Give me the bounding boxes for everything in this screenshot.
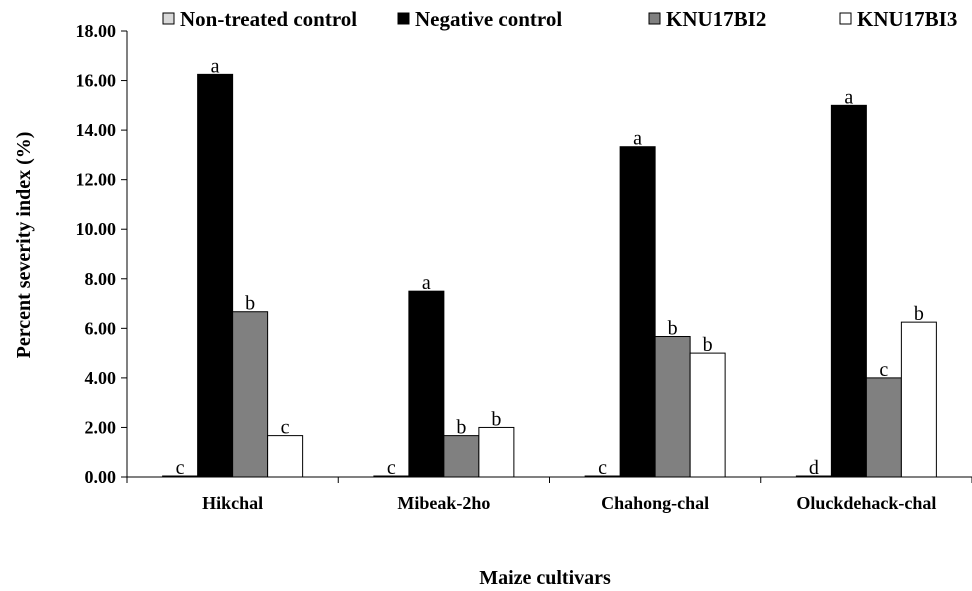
significance-label: c <box>598 457 607 479</box>
significance-label: b <box>668 318 678 340</box>
x-category-label: Mibeak-2ho <box>397 493 490 513</box>
significance-label: b <box>491 408 501 430</box>
legend-item: KNU17BI3 <box>839 7 957 31</box>
legend: Non-treated control Negative control KNU17… <box>162 7 957 31</box>
significance-label: a <box>422 272 431 294</box>
significance-label: c <box>176 457 185 479</box>
legend-item: Negative control <box>397 7 562 31</box>
bar <box>830 104 867 478</box>
significance-label: d <box>809 457 819 479</box>
bar <box>478 426 515 478</box>
legend-item: Non-treated control <box>162 7 357 31</box>
y-axis-title: Percent severity index (%) <box>13 132 35 359</box>
bar <box>232 311 269 478</box>
bar <box>197 73 234 478</box>
bar <box>267 435 304 478</box>
legend-label: KNU17BI3 <box>857 7 957 31</box>
legend-swatch <box>162 12 175 25</box>
significance-label: a <box>633 128 642 150</box>
significance-label: b <box>914 303 924 325</box>
y-tick-label: 14.00 <box>76 120 117 140</box>
significance-label: b <box>245 293 255 315</box>
legend-swatch <box>839 12 852 25</box>
legend-swatch <box>648 12 661 25</box>
y-tick-label: 0.00 <box>85 467 117 487</box>
x-axis: Hikchal Mibeak-2ho Chahong-chal Oluckdehack… <box>126 476 972 513</box>
bar <box>689 352 726 478</box>
x-category-label: Hikchal <box>202 493 263 513</box>
bar <box>408 290 445 478</box>
y-tick-label: 10.00 <box>76 219 117 239</box>
plot-area: c a b c c a b b c a b b d a c b <box>162 55 937 479</box>
y-tick-label: 18.00 <box>76 21 117 41</box>
bar <box>900 321 937 478</box>
y-tick-label: 6.00 <box>85 318 117 338</box>
y-tick-label: 8.00 <box>85 269 117 289</box>
significance-label: b <box>456 417 466 439</box>
legend-label: Negative control <box>415 7 562 31</box>
y-tick-label: 4.00 <box>85 368 117 388</box>
significance-label: c <box>387 457 396 479</box>
y-axis: 0.00 2.00 4.00 6.00 8.00 10.00 12.00 14.00 16.00… <box>76 21 128 487</box>
significance-label: a <box>211 55 220 77</box>
x-category-label: Oluckdehack-chal <box>796 493 936 513</box>
y-tick-label: 16.00 <box>76 71 117 91</box>
significance-label: c <box>281 417 290 439</box>
x-axis-title: Maize cultivars <box>479 567 611 589</box>
legend-item: KNU17BI2 <box>648 7 766 31</box>
significance-label: b <box>703 334 713 356</box>
legend-label: KNU17BI2 <box>666 7 766 31</box>
x-category-label: Chahong-chal <box>601 493 709 513</box>
legend-swatch <box>397 12 410 25</box>
bar <box>619 146 656 478</box>
y-tick-label: 12.00 <box>76 170 117 190</box>
bar <box>654 336 691 478</box>
legend-label: Non-treated control <box>180 7 357 31</box>
significance-label: c <box>879 359 888 381</box>
significance-label: a <box>844 86 853 108</box>
y-tick-label: 2.00 <box>85 417 117 437</box>
bar <box>443 435 480 478</box>
bar <box>865 377 902 478</box>
